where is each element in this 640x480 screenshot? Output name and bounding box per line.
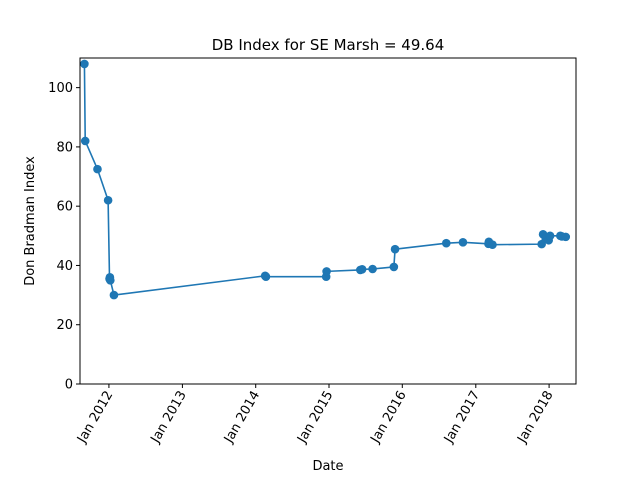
y-tick-label: 40 (56, 259, 73, 274)
data-point (441, 238, 451, 248)
data-point (80, 136, 90, 146)
data-point (322, 267, 331, 276)
data-point (93, 164, 102, 174)
y-axis: 0 20 40 60 80 100 (48, 81, 80, 393)
data-point (103, 195, 113, 205)
series-layer (80, 59, 571, 300)
y-axis-title: Don Bradman Index (23, 156, 38, 286)
data-point (537, 239, 546, 249)
data-point (458, 238, 468, 247)
data-point (106, 275, 115, 285)
data-point (109, 290, 119, 300)
y-tick-label: 60 (56, 200, 73, 215)
y-tick-label: 100 (48, 81, 73, 96)
plot-area (80, 58, 576, 384)
plot-frame (79, 57, 577, 385)
chart-title: DB Index for SE Marsh = 49.64 (212, 36, 445, 54)
x-axis-title: Date (312, 459, 343, 474)
data-point (261, 272, 271, 282)
data-point (390, 244, 400, 254)
data-point (368, 264, 377, 274)
y-tick-label: 80 (56, 140, 73, 155)
y-tick-label: 20 (56, 318, 73, 333)
data-point (389, 262, 399, 272)
y-tick-label: 0 (65, 378, 73, 393)
data-point (80, 59, 89, 69)
data-point (488, 240, 497, 250)
data-point (561, 232, 571, 242)
data-point (357, 265, 367, 274)
data-point (545, 231, 555, 241)
